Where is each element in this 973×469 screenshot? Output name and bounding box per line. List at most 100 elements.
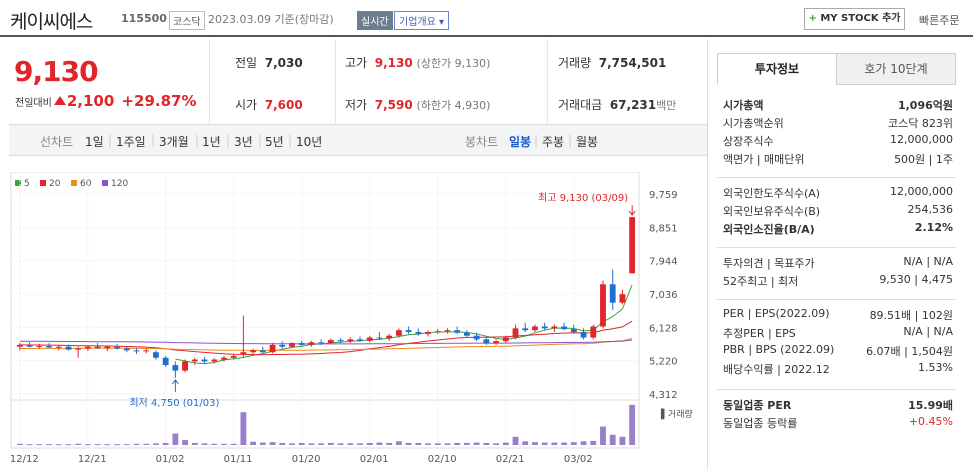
info-value: 12,000,000 [890, 185, 953, 198]
candle-body [580, 332, 587, 338]
prev-label: 전일 [235, 56, 258, 70]
volume-bar [395, 441, 402, 445]
volume-bar [337, 443, 344, 445]
candle-body [434, 331, 441, 333]
volume-bar [318, 443, 325, 445]
volume-bar [279, 442, 286, 445]
volume-bar [289, 443, 295, 445]
legend-label: 60 [80, 179, 92, 189]
volume-bar [240, 412, 247, 445]
low-price: 저가 7,590 (하한가 4,930) [345, 96, 490, 113]
x-tick-label: 01/11 [224, 454, 253, 465]
moving-average-line [175, 284, 633, 365]
y-tick-label: 6,128 [649, 323, 678, 334]
tab-separator: | [534, 133, 539, 147]
candle-body [230, 355, 237, 358]
tab-1day[interactable]: 1일 [85, 135, 104, 149]
info-label: 액면가 | 매매단위 [723, 153, 805, 166]
info-value: 6.07배 | 1,504원 [866, 345, 953, 358]
candle-body [94, 346, 101, 349]
volume-bar [590, 440, 597, 445]
candle-body [114, 346, 120, 349]
candle-body [201, 359, 208, 362]
x-tick-label: 01/02 [156, 454, 185, 465]
tab-3year[interactable]: 3년 [234, 135, 253, 149]
market-badge: 코스닥 [169, 11, 205, 30]
tab-10year[interactable]: 10년 [296, 135, 323, 149]
candle-body [551, 326, 558, 329]
divider [717, 389, 956, 390]
realtime-button[interactable]: 실시간 [357, 11, 393, 30]
volume-bar [269, 442, 276, 445]
volume-bar [327, 442, 334, 445]
candle-body [65, 346, 72, 350]
volume-bar [502, 442, 509, 445]
candle-body [318, 342, 325, 344]
info-label: 동일업종 PER [723, 399, 792, 412]
volume-bar [133, 443, 140, 445]
volume-bar [201, 443, 208, 445]
lower-limit: (하한가 4,930) [416, 99, 491, 112]
tab-monthly[interactable]: 월봉 [576, 135, 599, 149]
candle-body [590, 326, 597, 338]
y-tick-label: 7,944 [649, 257, 678, 268]
min-arrow [171, 379, 179, 392]
x-tick-label: 12/21 [78, 454, 107, 465]
quick-order-link[interactable]: 빠른주문 [919, 14, 960, 27]
tab-1week[interactable]: 1주일 [116, 135, 146, 149]
candle-body [36, 345, 43, 347]
candle-body [454, 330, 461, 333]
volume-bar [26, 444, 33, 446]
prev-close: 전일 7,030 [235, 54, 303, 71]
company-overview-dropdown[interactable]: 기업개요 ▾ [394, 11, 450, 30]
candle-body [269, 344, 276, 353]
y-tick-label: 9,759 [649, 190, 678, 201]
daily-candle-chart[interactable]: 5 20 60 120 9,759 8,851 7,944 7,036 6,128 5,220 4,… [9, 172, 707, 469]
x-tick-label: 02/01 [360, 454, 389, 465]
info-label: 외국인소진율(B/A) [723, 223, 815, 236]
candle-body [395, 330, 402, 336]
tab-daily[interactable]: 일봉 [509, 135, 532, 149]
candle-body [444, 330, 451, 332]
volume-bar [444, 443, 451, 445]
volume-bar [609, 434, 616, 445]
legend-swatch [71, 180, 77, 186]
volume-bar [580, 441, 587, 445]
x-tick-label: 01/20 [292, 454, 321, 465]
info-value: 12,000,000 [890, 133, 953, 146]
add-mystock-button[interactable]: + MY STOCK 추가 [804, 8, 905, 30]
volume: 거래량 7,754,501 [558, 54, 666, 71]
candle-body [561, 326, 568, 330]
volume-bar [153, 443, 159, 445]
candle-body [16, 344, 23, 347]
volume-bar [123, 444, 130, 446]
tab-separator: | [226, 133, 231, 147]
plus-icon: + [808, 13, 817, 24]
info-label: 외국인보유주식수(B) [723, 205, 821, 218]
change-value: 2,100 [66, 92, 115, 110]
x-tick-label: 12/12 [10, 454, 39, 465]
tab-5year[interactable]: 5년 [265, 135, 284, 149]
candle-body [532, 326, 538, 331]
volume-bar [55, 444, 62, 446]
candle-body [415, 332, 422, 334]
tab-investment-info[interactable]: 투자정보 [717, 53, 837, 85]
info-label: 동일업종 등락률 [723, 417, 798, 430]
volume-bar [541, 442, 548, 445]
candle-body [153, 352, 159, 358]
info-value: N/A | N/A [903, 325, 953, 338]
candle-body [405, 330, 412, 333]
min-price-annotation: 최저 4,750 (01/03) [129, 397, 219, 409]
tab-weekly[interactable]: 주봉 [542, 135, 565, 149]
tab-1year[interactable]: 1년 [202, 135, 221, 149]
candle-body [376, 337, 383, 339]
amount-label: 거래대금 [558, 98, 603, 112]
info-value: 15.99배 [908, 399, 953, 412]
candle-chart-label: 봉차트 [465, 135, 499, 149]
candle-body [473, 335, 480, 340]
info-label: 투자의견 | 목표주가 [723, 257, 815, 270]
volume-bar [259, 442, 266, 445]
tab-3month[interactable]: 3개월 [159, 135, 189, 149]
tab-orderbook-10[interactable]: 호가 10단계 [836, 53, 956, 85]
price-summary: 9,130 전일대비 2,100 +29.87% 전일 7,030 시가 7,60… [9, 39, 707, 125]
